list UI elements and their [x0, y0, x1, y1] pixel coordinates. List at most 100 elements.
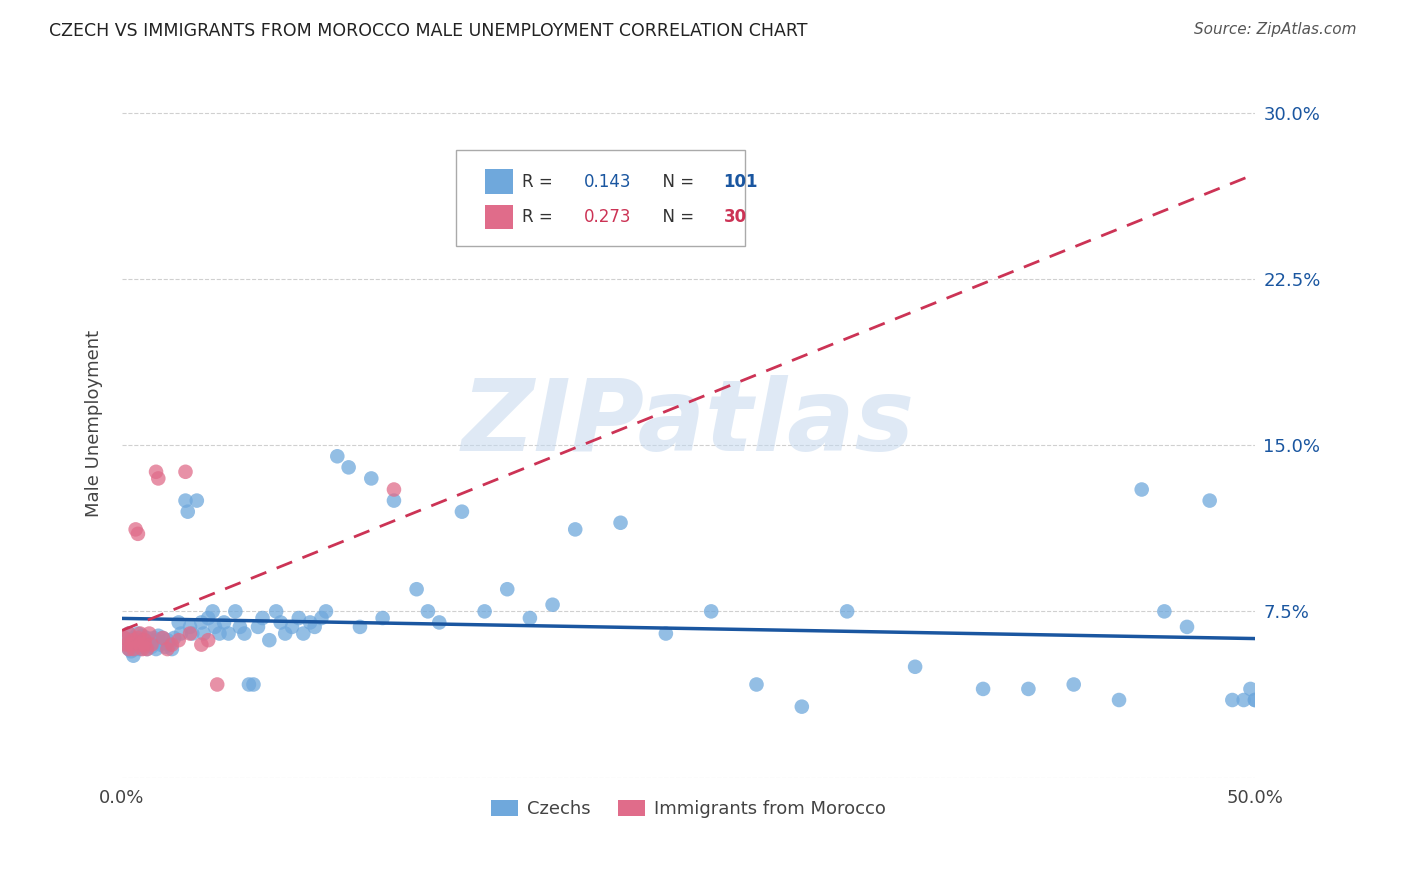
Point — [233, 626, 256, 640]
Point — [134, 633, 156, 648]
Point — [204, 620, 226, 634]
Y-axis label: Male Unemployment: Male Unemployment — [86, 329, 103, 516]
Point — [609, 516, 631, 530]
Point — [136, 642, 159, 657]
Point — [299, 615, 322, 630]
Point — [186, 493, 208, 508]
Point — [179, 620, 201, 634]
Point — [153, 640, 176, 654]
Point — [496, 582, 519, 597]
Point — [131, 629, 153, 643]
Point — [115, 638, 138, 652]
Text: Source: ZipAtlas.com: Source: ZipAtlas.com — [1194, 22, 1357, 37]
Point — [416, 604, 439, 618]
Text: R =: R = — [522, 173, 558, 191]
Point — [371, 611, 394, 625]
Point — [174, 493, 197, 508]
Point — [349, 620, 371, 634]
Point — [120, 633, 142, 648]
Point — [152, 631, 174, 645]
Text: CZECH VS IMMIGRANTS FROM MOROCCO MALE UNEMPLOYMENT CORRELATION CHART: CZECH VS IMMIGRANTS FROM MOROCCO MALE UN… — [49, 22, 807, 40]
Point — [382, 483, 405, 497]
Point — [208, 626, 231, 640]
Point — [136, 631, 159, 645]
Text: 101: 101 — [724, 173, 758, 191]
Point — [118, 642, 141, 657]
Point — [118, 642, 141, 657]
Text: 0.273: 0.273 — [585, 209, 631, 227]
Point — [281, 620, 304, 634]
Point — [134, 638, 156, 652]
Point — [264, 604, 287, 618]
Point — [197, 611, 219, 625]
Point — [127, 631, 149, 645]
Point — [122, 631, 145, 645]
Point — [1130, 483, 1153, 497]
FancyBboxPatch shape — [485, 169, 513, 194]
Point — [238, 677, 260, 691]
Point — [564, 522, 586, 536]
Point — [122, 642, 145, 657]
Point — [131, 640, 153, 654]
Point — [247, 620, 270, 634]
Point — [167, 615, 190, 630]
Point — [304, 620, 326, 634]
Point — [474, 604, 496, 618]
Point — [149, 638, 172, 652]
Point — [129, 635, 152, 649]
Point — [118, 626, 141, 640]
Point — [1220, 693, 1243, 707]
Point — [129, 626, 152, 640]
Point — [148, 471, 170, 485]
Text: ZIPatlas: ZIPatlas — [463, 375, 915, 472]
Point — [174, 465, 197, 479]
Point — [837, 604, 859, 618]
Point — [179, 626, 201, 640]
Point — [451, 505, 474, 519]
Point — [112, 631, 135, 645]
Point — [201, 604, 224, 618]
Point — [131, 642, 153, 657]
Point — [242, 677, 264, 691]
Point — [972, 681, 994, 696]
FancyBboxPatch shape — [457, 150, 745, 246]
Point — [1233, 693, 1256, 707]
Text: 0.143: 0.143 — [585, 173, 631, 191]
Point — [136, 642, 159, 657]
Point — [224, 604, 246, 618]
Point — [655, 626, 678, 640]
Point — [274, 626, 297, 640]
Point — [190, 615, 212, 630]
Point — [259, 633, 281, 648]
Point — [127, 526, 149, 541]
Point — [163, 631, 186, 645]
Point — [115, 638, 138, 652]
Point — [904, 660, 927, 674]
Point — [315, 604, 337, 618]
Point — [326, 450, 349, 464]
Point — [382, 493, 405, 508]
Point — [120, 644, 142, 658]
Point — [129, 642, 152, 657]
Point — [167, 633, 190, 648]
Point — [127, 633, 149, 648]
Point — [292, 626, 315, 640]
Point — [134, 633, 156, 648]
Point — [700, 604, 723, 618]
Point — [1153, 604, 1175, 618]
Point — [405, 582, 427, 597]
Point — [190, 638, 212, 652]
Point — [288, 611, 311, 625]
Point — [270, 615, 292, 630]
Point — [129, 638, 152, 652]
Point — [1244, 693, 1267, 707]
Point — [1175, 620, 1198, 634]
Point — [156, 633, 179, 648]
Point — [152, 631, 174, 645]
Point — [124, 642, 146, 657]
Point — [311, 611, 333, 625]
Point — [118, 626, 141, 640]
Point — [112, 631, 135, 645]
Point — [1239, 681, 1261, 696]
Point — [360, 471, 382, 485]
